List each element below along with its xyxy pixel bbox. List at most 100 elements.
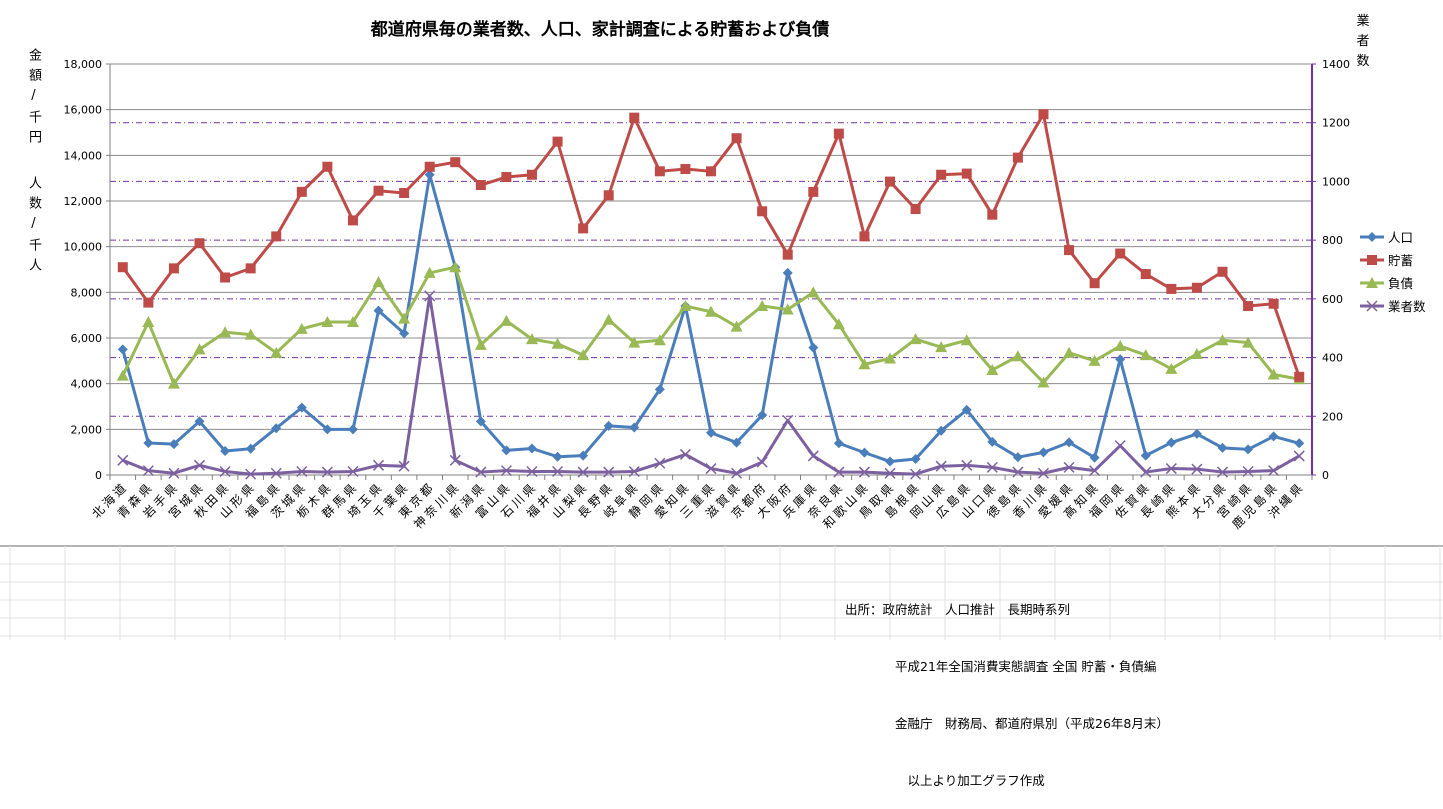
left-tick-label: 14,000 — [64, 149, 103, 162]
triangle-marker — [1063, 346, 1076, 358]
square-marker — [1012, 152, 1023, 163]
triangle-marker — [1190, 347, 1203, 359]
diamond-marker — [1367, 232, 1377, 242]
triangle-marker — [1088, 354, 1101, 366]
square-marker — [424, 161, 435, 172]
diamond-marker — [373, 305, 384, 316]
triangle-marker — [1139, 349, 1152, 361]
x-marker — [296, 465, 308, 478]
x-marker-stroke — [731, 467, 743, 479]
triangle-marker — [193, 343, 206, 355]
x-marker — [1063, 461, 1075, 473]
x-marker-stroke — [1140, 466, 1152, 478]
x-marker-stroke — [858, 466, 870, 478]
source-line: 金融庁 財務局、都道府県別（平成26年8月末） — [845, 716, 1169, 731]
diamond-marker — [987, 436, 998, 447]
diamond-marker — [475, 416, 486, 427]
diamond-marker — [1089, 452, 1100, 463]
square-marker — [782, 249, 793, 260]
x-marker-stroke — [142, 465, 154, 477]
triangle-marker — [653, 334, 666, 346]
x-marker — [424, 290, 436, 302]
triangle-marker — [602, 313, 615, 325]
square-marker — [526, 169, 537, 180]
x-marker — [756, 456, 768, 468]
x-marker-stroke — [1293, 450, 1305, 462]
square-marker — [1268, 298, 1279, 309]
source-line: 平成21年全国消費実態調査 全国 貯蓄・負債編 — [845, 659, 1157, 674]
left-tick-label: 4,000 — [71, 378, 103, 391]
left-tick-label: 10,000 — [64, 241, 103, 254]
triangle-marker — [321, 316, 334, 328]
diamond-marker — [1166, 437, 1177, 448]
diamond-marker — [1294, 438, 1305, 449]
x-marker — [168, 467, 180, 479]
x-marker — [986, 461, 998, 473]
triangle-marker — [551, 337, 564, 349]
triangle-marker — [474, 338, 487, 350]
diamond-marker — [885, 456, 896, 467]
legend-label: 業者数 — [1388, 299, 1426, 314]
square-marker — [475, 180, 486, 191]
diamond-marker — [808, 342, 819, 353]
x-marker — [858, 466, 870, 478]
x-marker — [628, 465, 640, 478]
square-marker — [1089, 278, 1100, 289]
triangle-marker — [423, 266, 436, 278]
x-marker — [1191, 463, 1203, 475]
triangle-marker — [1114, 339, 1127, 351]
triangle-marker — [295, 322, 308, 334]
diamond-marker — [1140, 450, 1151, 461]
x-marker-stroke — [347, 465, 359, 478]
x-marker — [398, 460, 410, 472]
x-marker — [731, 467, 743, 479]
x-marker-stroke — [1165, 463, 1177, 475]
triangle-marker — [705, 305, 717, 317]
left-tick-label: 12,000 — [64, 195, 103, 208]
square-marker — [245, 263, 256, 274]
source-note: 出所：政府統計 人口推計 長期時系列 平成21年全国消費実態調査 全国 貯蓄・負… — [845, 562, 1169, 809]
square-marker — [654, 166, 665, 177]
x-marker — [1366, 300, 1378, 312]
x-marker-stroke — [679, 448, 691, 460]
x-marker-stroke — [654, 457, 666, 469]
diamond-marker — [1243, 444, 1254, 455]
left-tick-label: 2,000 — [71, 423, 103, 436]
square-marker — [885, 176, 896, 187]
diamond-marker — [1064, 437, 1075, 448]
square-marker — [322, 161, 333, 172]
x-marker-stroke — [117, 454, 129, 466]
diamond-marker — [1268, 431, 1279, 442]
diamond-marker — [347, 424, 358, 435]
triangle-marker — [628, 336, 641, 348]
diamond-marker — [296, 402, 307, 413]
x-marker-stroke — [270, 467, 282, 479]
x-marker-stroke — [577, 466, 589, 478]
x-marker — [705, 463, 717, 475]
diamond-marker — [859, 447, 870, 458]
triangle-marker — [1011, 350, 1024, 362]
triangle-marker — [1165, 362, 1178, 374]
diamond-marker — [245, 443, 256, 454]
diamond-marker — [654, 384, 665, 395]
square-marker — [987, 209, 998, 220]
triangle-marker — [986, 363, 999, 375]
triangle-marker — [398, 312, 411, 324]
x-marker — [142, 465, 154, 477]
x-marker — [1012, 466, 1024, 478]
left-tick-label: 0 — [95, 469, 102, 482]
source-line: 以上より加工グラフ作成 — [845, 773, 1045, 788]
triangle-marker — [449, 261, 462, 273]
x-marker-stroke — [219, 465, 231, 478]
triangle-marker — [1037, 376, 1050, 388]
diamond-marker — [168, 439, 179, 450]
triangle-marker — [884, 352, 897, 364]
triangle-marker — [807, 286, 820, 298]
source-line: 出所：政府統計 人口推計 長期時系列 — [845, 602, 1071, 617]
triangle-marker — [909, 333, 922, 345]
x-marker — [1114, 440, 1126, 452]
left-axis-title-people: 人数/千人 — [26, 176, 41, 278]
triangle-marker — [781, 303, 794, 315]
diamond-marker — [399, 328, 410, 339]
